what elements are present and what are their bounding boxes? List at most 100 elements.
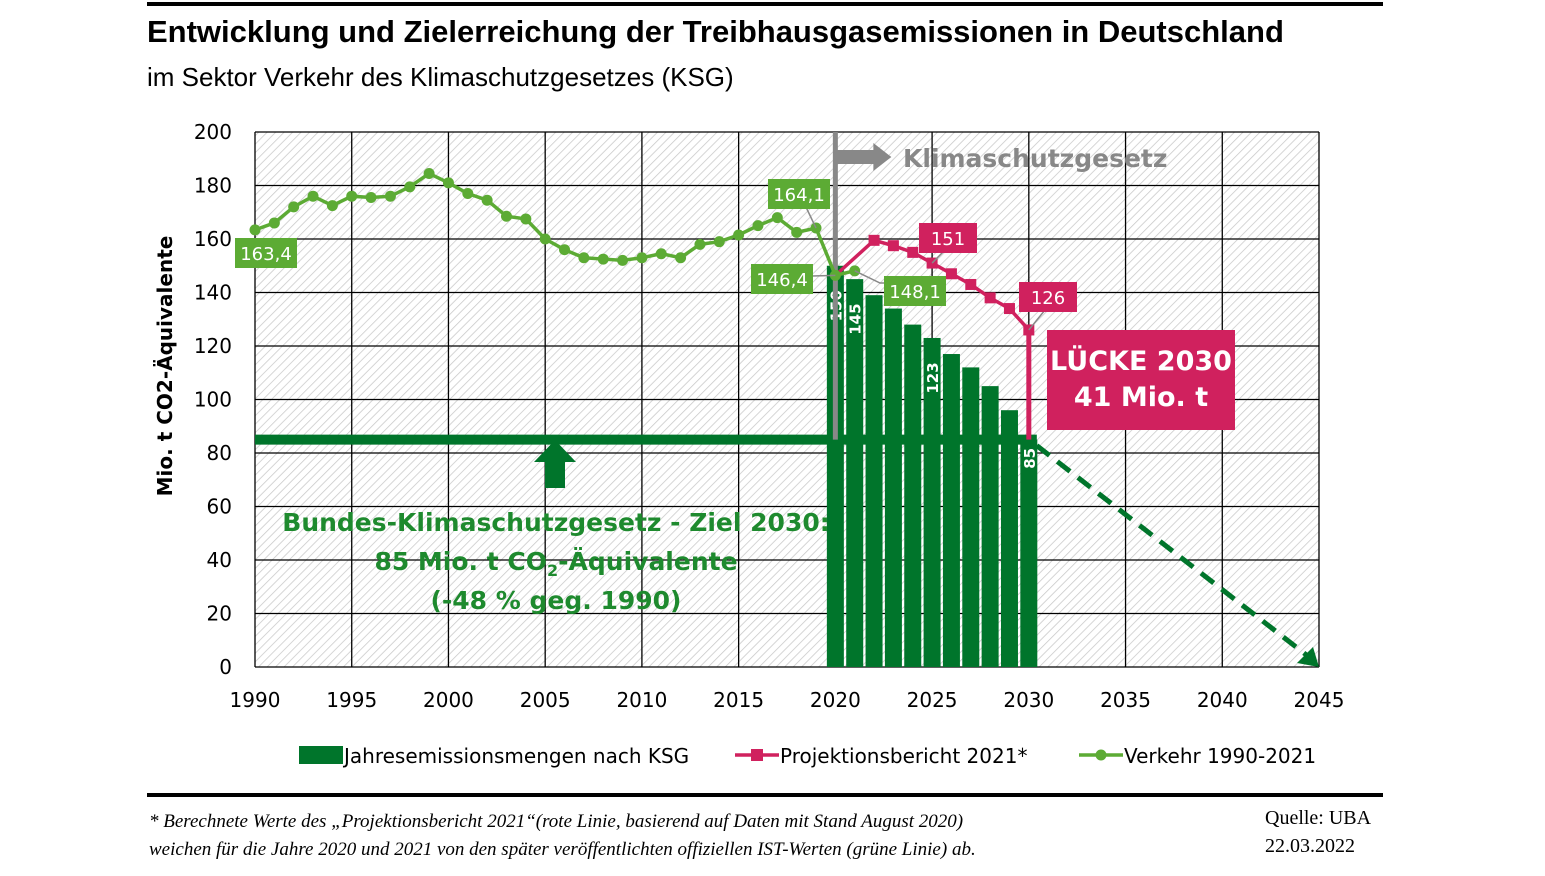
footnote-line-1: * Berechnete Werte des „Projektionsberic…	[149, 811, 964, 832]
y-tick-label: 100	[194, 388, 232, 412]
label-2020-leader	[811, 274, 836, 277]
bar-2025	[923, 337, 941, 667]
projection-point-2026	[945, 268, 957, 280]
y-tick-label: 180	[194, 174, 232, 198]
projection-point-2027	[965, 278, 977, 290]
x-tick-label: 2020	[810, 688, 861, 712]
label-proj-2030: 126	[1031, 288, 1065, 309]
x-tick-label: 2045	[1294, 688, 1345, 712]
verkehr-point-2018	[791, 226, 803, 238]
x-tick-label: 2000	[423, 688, 474, 712]
target-label-3: (-48 % geg. 1990)	[430, 586, 681, 615]
label-proj-2025: 151	[931, 229, 965, 250]
y-tick-label: 200	[194, 120, 232, 144]
target-label-2-part: 85 Mio. t CO	[374, 547, 547, 576]
bar-2026	[942, 354, 960, 667]
label-proj-2025-box	[919, 223, 977, 253]
up-arrow-icon	[534, 440, 576, 488]
footnote: * Berechnete Werte des „Projektionsberic…	[149, 808, 976, 864]
verkehr-point-1996	[365, 192, 377, 204]
verkehr-point-1998	[404, 181, 416, 193]
bar-2024	[904, 324, 922, 667]
verkehr-point-2012	[675, 252, 687, 264]
projection-point-2023	[887, 240, 899, 252]
x-tick-label: 2010	[616, 688, 667, 712]
chart-subtitle: im Sektor Verkehr des Klimaschutzgesetze…	[147, 62, 734, 92]
verkehr-point-2013	[694, 238, 706, 250]
projection-point-2028	[984, 292, 996, 304]
verkehr-point-2003	[500, 210, 512, 222]
bar-2023	[884, 308, 902, 667]
verkehr-point-2005	[539, 233, 551, 245]
bar-label-2030: 85	[1021, 448, 1039, 469]
chart-title: Entwicklung und Zielerreichung der Treib…	[147, 14, 1284, 49]
verkehr-point-1995	[346, 190, 358, 202]
target-label-2-part: 2	[547, 561, 558, 580]
verkehr-point-2007	[578, 252, 590, 264]
verkehr-point-1994	[326, 200, 338, 212]
verkehr-point-2000	[442, 177, 454, 189]
bar-2027	[962, 367, 980, 667]
bar-2030	[1020, 439, 1038, 667]
verkehr-point-1997	[384, 190, 396, 202]
bottom-rule	[147, 793, 1383, 797]
verkehr-point-2015	[733, 229, 745, 241]
verkehr-point-2010	[636, 252, 648, 264]
label-2019-box	[768, 179, 830, 209]
verkehr-point-2017	[771, 212, 783, 224]
target-trend-dashed-line	[1035, 443, 1311, 659]
y-tick-label: 60	[207, 495, 232, 519]
label-proj-2030-box	[1019, 282, 1077, 312]
legend-marker-verkehr	[1095, 749, 1107, 761]
verkehr-point-1990	[249, 224, 261, 236]
bar-2028	[981, 386, 999, 667]
target-label-2: 85 Mio. t CO2-Äquivalente	[374, 546, 737, 580]
verkehr-point-2008	[597, 253, 609, 265]
verkehr-point-2004	[520, 213, 532, 225]
x-tick-label: 2030	[1003, 688, 1054, 712]
projection-point-2024	[907, 246, 919, 258]
label-2019: 164,1	[773, 185, 825, 206]
projection-line	[834, 238, 1031, 332]
verkehr-point-1992	[288, 201, 300, 213]
legend-label-bars: Jahresemissionsmengen nach KSG	[342, 744, 689, 768]
x-tick-label: 1990	[230, 688, 281, 712]
source-date: 22.03.2022	[1265, 835, 1355, 857]
arrow-right-icon	[835, 143, 892, 171]
verkehr-point-2002	[481, 194, 493, 206]
label-proj-2030-leader	[1028, 309, 1046, 331]
verkehr-point-1991	[268, 217, 280, 229]
source: Quelle: UBA 22.03.2022	[1265, 804, 1371, 860]
label-2021-leader	[854, 270, 885, 284]
verkehr-point-2011	[655, 248, 667, 260]
top-rule	[147, 2, 1383, 6]
verkehr-point-2006	[559, 244, 571, 256]
legend-label-verkehr: Verkehr 1990-2021	[1124, 744, 1316, 768]
bar-label-2025: 123	[924, 362, 942, 393]
source-label: Quelle: UBA	[1265, 807, 1372, 829]
legend-marker-projection	[751, 749, 763, 761]
bar-2020	[826, 265, 844, 667]
footnote-line-2: weichen für die Jahre 2020 und 2021 von …	[149, 839, 976, 860]
y-axis-label: Mio. t CO2-Äquivalente	[153, 236, 177, 497]
verkehr-point-2009	[617, 254, 629, 266]
verkehr-point-2016	[752, 220, 764, 232]
label-2020: 146,4	[756, 270, 808, 291]
y-tick-label: 140	[194, 281, 232, 305]
ksg-label: Klimaschutzgesetz	[903, 144, 1167, 173]
target-label-2-part: -Äquivalente	[558, 546, 737, 576]
verkehr-point-2001	[462, 188, 474, 200]
label-2021: 148,1	[889, 282, 941, 303]
verkehr-point-2014	[713, 236, 725, 248]
verkehr-point-1999	[423, 167, 435, 179]
x-tick-label: 2035	[1100, 688, 1151, 712]
x-tick-label: 1995	[326, 688, 377, 712]
label-1990: 163,4	[240, 244, 292, 265]
verkehr-point-1993	[307, 190, 319, 202]
bar-2022	[865, 295, 883, 667]
x-tick-label: 2015	[713, 688, 764, 712]
gap-label-1: LÜCKE 2030	[1050, 344, 1232, 377]
y-tick-label: 160	[194, 227, 232, 251]
y-tick-label: 40	[207, 548, 232, 572]
